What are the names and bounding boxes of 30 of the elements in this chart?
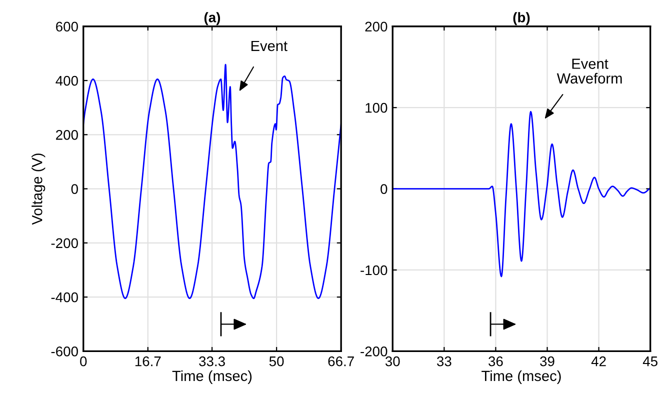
x-tick-label: 30 — [385, 356, 400, 366]
y-tick-label: 400 — [56, 76, 78, 86]
annotation: Event — [251, 40, 288, 52]
x-tick-label: 33.3 — [199, 356, 225, 366]
y-tick-label: -600 — [51, 346, 78, 356]
y-tick-label: -100 — [360, 265, 388, 276]
y-tick-label: 100 — [366, 102, 388, 113]
x-tick-label: 66.7 — [328, 356, 354, 366]
x-tick-label: 36 — [488, 356, 503, 366]
y-tick-label: -200 — [51, 238, 78, 248]
x-tick-label: 0 — [80, 356, 87, 366]
x-tick-label: 50 — [269, 356, 284, 366]
y-tick-label: 0 — [380, 184, 388, 194]
y-tick-label: 600 — [56, 22, 78, 32]
chart-title: (b) — [513, 12, 530, 26]
y-tick-label: 200 — [56, 130, 78, 140]
x-axis-title: Time (msec) — [482, 370, 561, 384]
annotation: Event Waveform — [556, 58, 622, 84]
y-tick-label: 200 — [365, 22, 388, 32]
x-tick-label: 16.7 — [135, 356, 161, 366]
x-axis-title: Time (msec) — [172, 370, 252, 384]
y-axis-title: Voltage (V) — [32, 154, 46, 225]
y-tick-label: -200 — [360, 346, 388, 356]
y-tick-label: -400 — [51, 292, 78, 302]
x-tick-label: 45 — [642, 356, 658, 366]
x-tick-label: 39 — [540, 356, 554, 366]
x-tick-label: 42 — [591, 356, 606, 366]
y-tick-label: 0 — [71, 184, 78, 194]
x-tick-label: 33 — [436, 356, 452, 366]
chart-title: (a) — [204, 12, 220, 26]
